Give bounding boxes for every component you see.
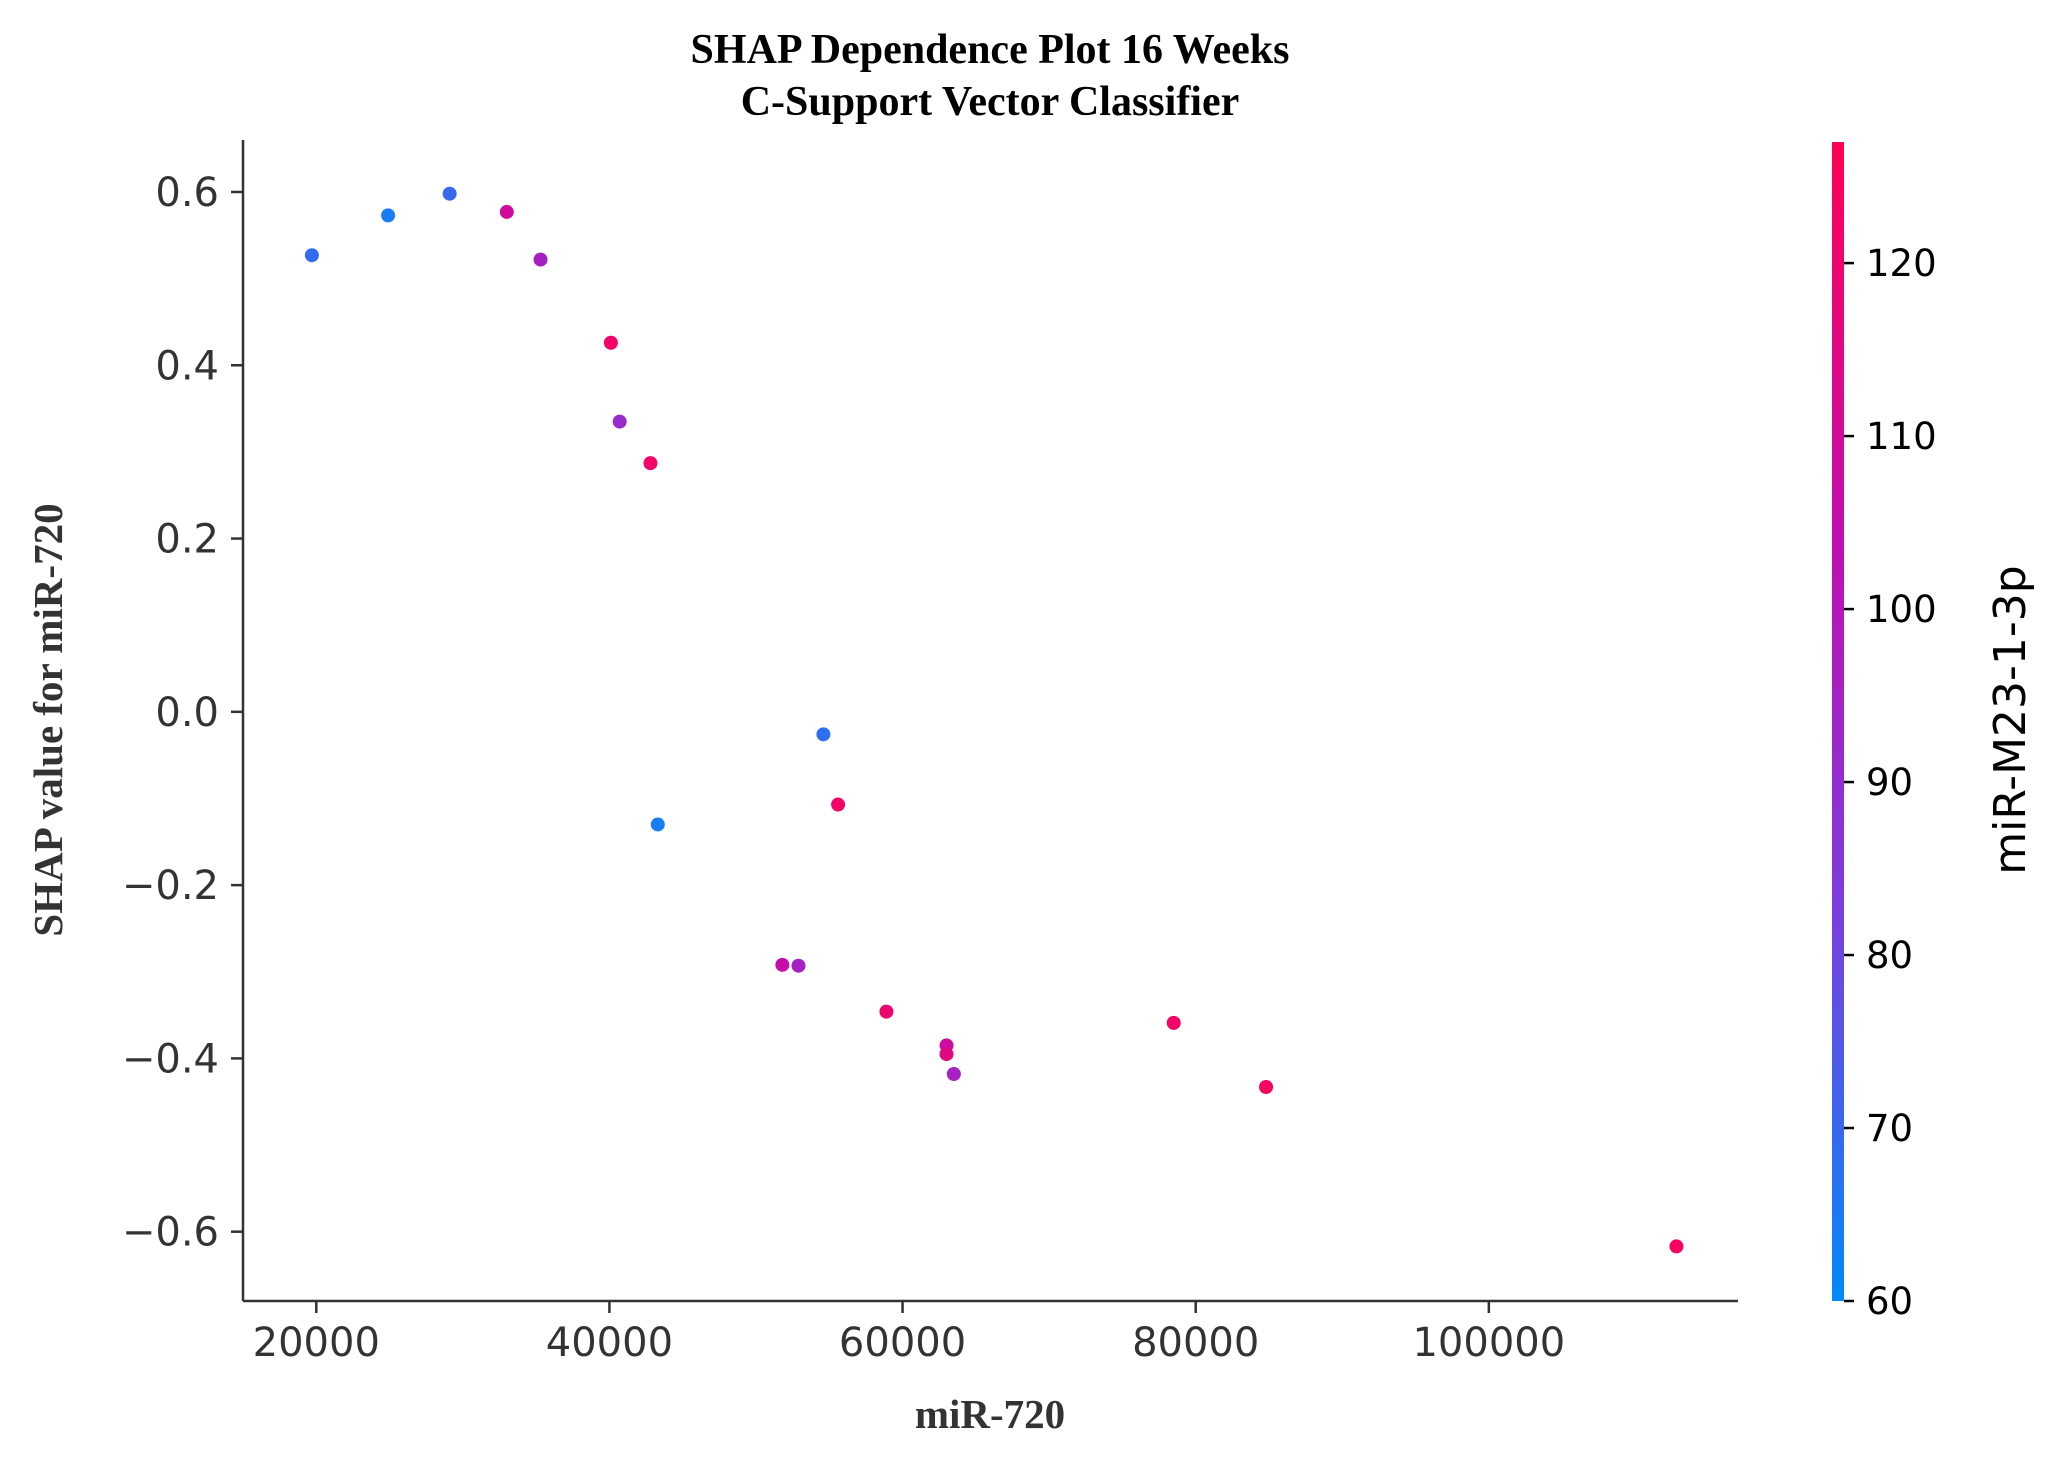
scatter-point	[381, 208, 396, 223]
x-tick-label: 100000	[1412, 1320, 1565, 1366]
y-tick-label: −0.6	[122, 1210, 219, 1256]
colorbar-tick-label: 70	[1866, 1107, 1913, 1150]
colorbar-ticks: 60 70 80 90 100 110 120	[1844, 242, 1937, 1323]
colorbar-tick-label: 90	[1866, 761, 1913, 804]
y-tick-label: −0.4	[122, 1036, 219, 1082]
y-tick-label: 0.2	[155, 517, 219, 563]
y-tick-label: 0.0	[155, 690, 219, 736]
x-tick-label: 80000	[1132, 1320, 1259, 1366]
scatter-point	[603, 335, 618, 350]
colorbar-title: miR-M23-1-3p	[1985, 565, 2036, 874]
x-tick-label: 40000	[546, 1320, 673, 1366]
colorbar-tick-label: 80	[1866, 934, 1913, 977]
scatter-point	[791, 958, 806, 973]
x-axis-title: miR-720	[915, 1391, 1065, 1437]
y-tick-label: 0.6	[155, 170, 219, 216]
scatter-point	[533, 252, 548, 267]
scatter-point	[442, 186, 457, 201]
scatter-point	[499, 204, 514, 219]
colorbar-tick-label: 100	[1866, 588, 1937, 631]
y-tick-label: 0.4	[155, 343, 219, 389]
chart-title-line-1: SHAP Dependence Plot 16 Weeks	[691, 27, 1290, 73]
scatter-point	[939, 1047, 954, 1062]
scatter-point	[612, 414, 627, 429]
x-axis-ticks: 20000 40000 60000 80000 100000	[253, 1301, 1565, 1366]
colorbar	[1832, 142, 1844, 1301]
scatter-point	[816, 727, 831, 742]
x-tick-label: 60000	[839, 1320, 966, 1366]
scatter-point	[304, 248, 319, 263]
x-tick-label: 20000	[253, 1320, 380, 1366]
colorbar-tick-label: 110	[1866, 415, 1937, 458]
scatter-point	[831, 797, 846, 812]
chart-title-line-2: C-Support Vector Classifier	[741, 79, 1240, 125]
scatter-point	[650, 817, 665, 832]
scatter-point	[1669, 1239, 1684, 1254]
scatter-point	[1259, 1079, 1274, 1094]
y-axis-ticks: 0.6 0.4 0.2 0.0 −0.2 −0.4 −0.6	[122, 170, 243, 1256]
scatter-point	[1166, 1015, 1181, 1030]
scatter-point	[775, 957, 790, 972]
y-tick-label: −0.2	[122, 863, 219, 909]
y-axis-title: SHAP value for miR-720	[25, 503, 71, 936]
colorbar-tick-label: 60	[1866, 1280, 1913, 1323]
scatter-points	[304, 186, 1684, 1254]
scatter-point	[946, 1066, 961, 1081]
scatter-point	[643, 456, 658, 471]
colorbar-tick-label: 120	[1866, 242, 1937, 285]
scatter-point	[879, 1004, 894, 1019]
